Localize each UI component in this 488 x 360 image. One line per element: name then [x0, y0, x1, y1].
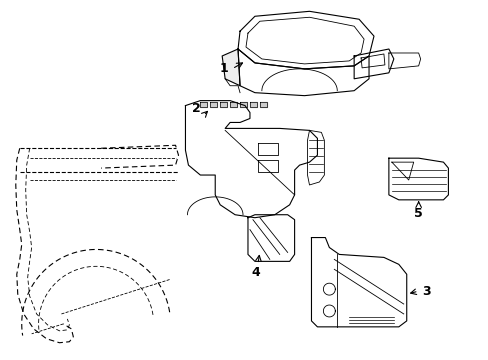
Polygon shape [311, 238, 406, 327]
Polygon shape [238, 11, 373, 69]
Text: 3: 3 [422, 285, 430, 298]
Polygon shape [388, 158, 447, 200]
Polygon shape [249, 102, 256, 107]
Text: 2: 2 [192, 102, 201, 115]
Polygon shape [353, 49, 393, 79]
Polygon shape [222, 49, 240, 86]
Polygon shape [230, 102, 237, 107]
Polygon shape [240, 102, 246, 107]
Polygon shape [200, 102, 207, 107]
Polygon shape [259, 102, 266, 107]
Text: 5: 5 [413, 207, 422, 220]
Polygon shape [307, 130, 324, 185]
Polygon shape [388, 53, 420, 69]
Polygon shape [247, 215, 294, 261]
Text: 4: 4 [251, 266, 260, 279]
Text: 1: 1 [219, 62, 228, 75]
Polygon shape [185, 100, 317, 218]
Polygon shape [220, 102, 226, 107]
Polygon shape [238, 49, 368, 96]
Polygon shape [210, 102, 217, 107]
